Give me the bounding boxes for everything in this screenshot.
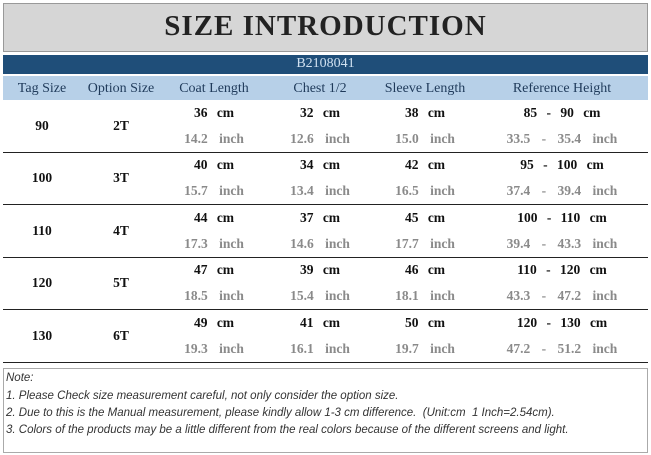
note-line: 1. Please Check size measurement careful… <box>6 390 399 402</box>
row-divider <box>3 361 648 363</box>
tag-size: 90 <box>35 118 49 133</box>
cm-value: 45 cm <box>404 209 446 225</box>
note-line: 2. Due to this is the Manual measurement… <box>6 407 555 419</box>
inch-value: 19.3 inch <box>184 340 244 356</box>
title: SIZE INTRODUCTION <box>164 10 487 42</box>
cm-value: 36 cm <box>193 105 235 120</box>
cm-value: 42 cm <box>404 157 446 173</box>
option-size: 4T <box>113 222 129 238</box>
inch-value: 15.4 inch <box>290 288 350 304</box>
row-divider <box>3 204 648 206</box>
cm-value: 47 cm <box>193 262 235 278</box>
inch-value: 16.5 inch <box>395 183 455 199</box>
inch-value: 39.4 - 43.3 inch <box>506 235 618 251</box>
option-size: 5T <box>113 275 129 291</box>
cm-value: 110 - 120 cm <box>517 262 607 278</box>
cm-value: 37 cm <box>299 209 341 225</box>
column-header: Sleeve Length <box>384 81 466 96</box>
cm-value: 85 - 90 cm <box>523 105 601 120</box>
cm-value: 41 cm <box>299 314 341 330</box>
row-divider <box>3 256 648 258</box>
tag-size: 130 <box>31 327 53 343</box>
cm-value: 95 - 100 cm <box>520 157 604 173</box>
column-header: Option Size <box>87 81 155 96</box>
inch-value: 18.1 inch <box>395 288 455 304</box>
cm-value: 44 cm <box>193 209 235 225</box>
option-size: 3T <box>113 170 129 186</box>
inch-value: 16.1 inch <box>290 340 350 356</box>
cm-value: 50 cm <box>404 314 446 330</box>
inch-value: 17.3 inch <box>184 235 244 251</box>
column-header: Chest 1/2 <box>293 81 347 96</box>
inch-value: 15.7 inch <box>184 183 244 199</box>
header-row <box>3 76 648 100</box>
tag-size: 120 <box>31 275 53 291</box>
inch-value: 33.5 - 35.4 inch <box>506 131 618 146</box>
note-line: 3. Colors of the products may be a littl… <box>6 424 569 436</box>
inch-value: 19.7 inch <box>395 340 455 356</box>
column-header: Reference Height <box>512 81 612 96</box>
option-size: 2T <box>113 118 129 133</box>
inch-value: 12.6 inch <box>290 131 350 146</box>
inch-value: 18.5 inch <box>184 288 244 304</box>
notes-box <box>3 368 648 453</box>
row-divider <box>3 309 648 311</box>
inch-value: 14.2 inch <box>184 131 244 146</box>
cm-value: 49 cm <box>193 314 235 330</box>
tag-size: 100 <box>31 170 53 186</box>
inch-value: 14.6 inch <box>290 235 350 251</box>
cm-value: 32 cm <box>299 105 341 120</box>
inch-value: 17.7 inch <box>395 235 455 251</box>
cm-value: 40 cm <box>193 157 235 173</box>
title-band <box>3 3 648 52</box>
option-size: 6T <box>113 327 129 343</box>
column-header: Tag Size <box>17 81 67 96</box>
cm-value: 39 cm <box>299 262 341 278</box>
inch-value: 43.3 - 47.2 inch <box>506 288 618 304</box>
cm-value: 38 cm <box>404 105 446 120</box>
row-divider <box>3 152 648 153</box>
code-bar <box>3 55 648 74</box>
column-header: Coat Length <box>179 81 249 96</box>
cm-value: 100 - 110 cm <box>517 209 607 225</box>
inch-value: 37.4 - 39.4 inch <box>506 183 618 199</box>
tag-size: 110 <box>32 222 52 238</box>
cm-value: 34 cm <box>299 157 341 173</box>
note-line: Note: <box>6 372 34 384</box>
cm-value: 120 - 130 cm <box>516 314 608 330</box>
inch-value: 13.4 inch <box>290 183 350 199</box>
inch-value: 15.0 inch <box>395 131 455 146</box>
inch-value: 47.2 - 51.2 inch <box>506 340 618 356</box>
product-code: B2108041 <box>296 56 355 71</box>
cm-value: 46 cm <box>404 262 446 278</box>
